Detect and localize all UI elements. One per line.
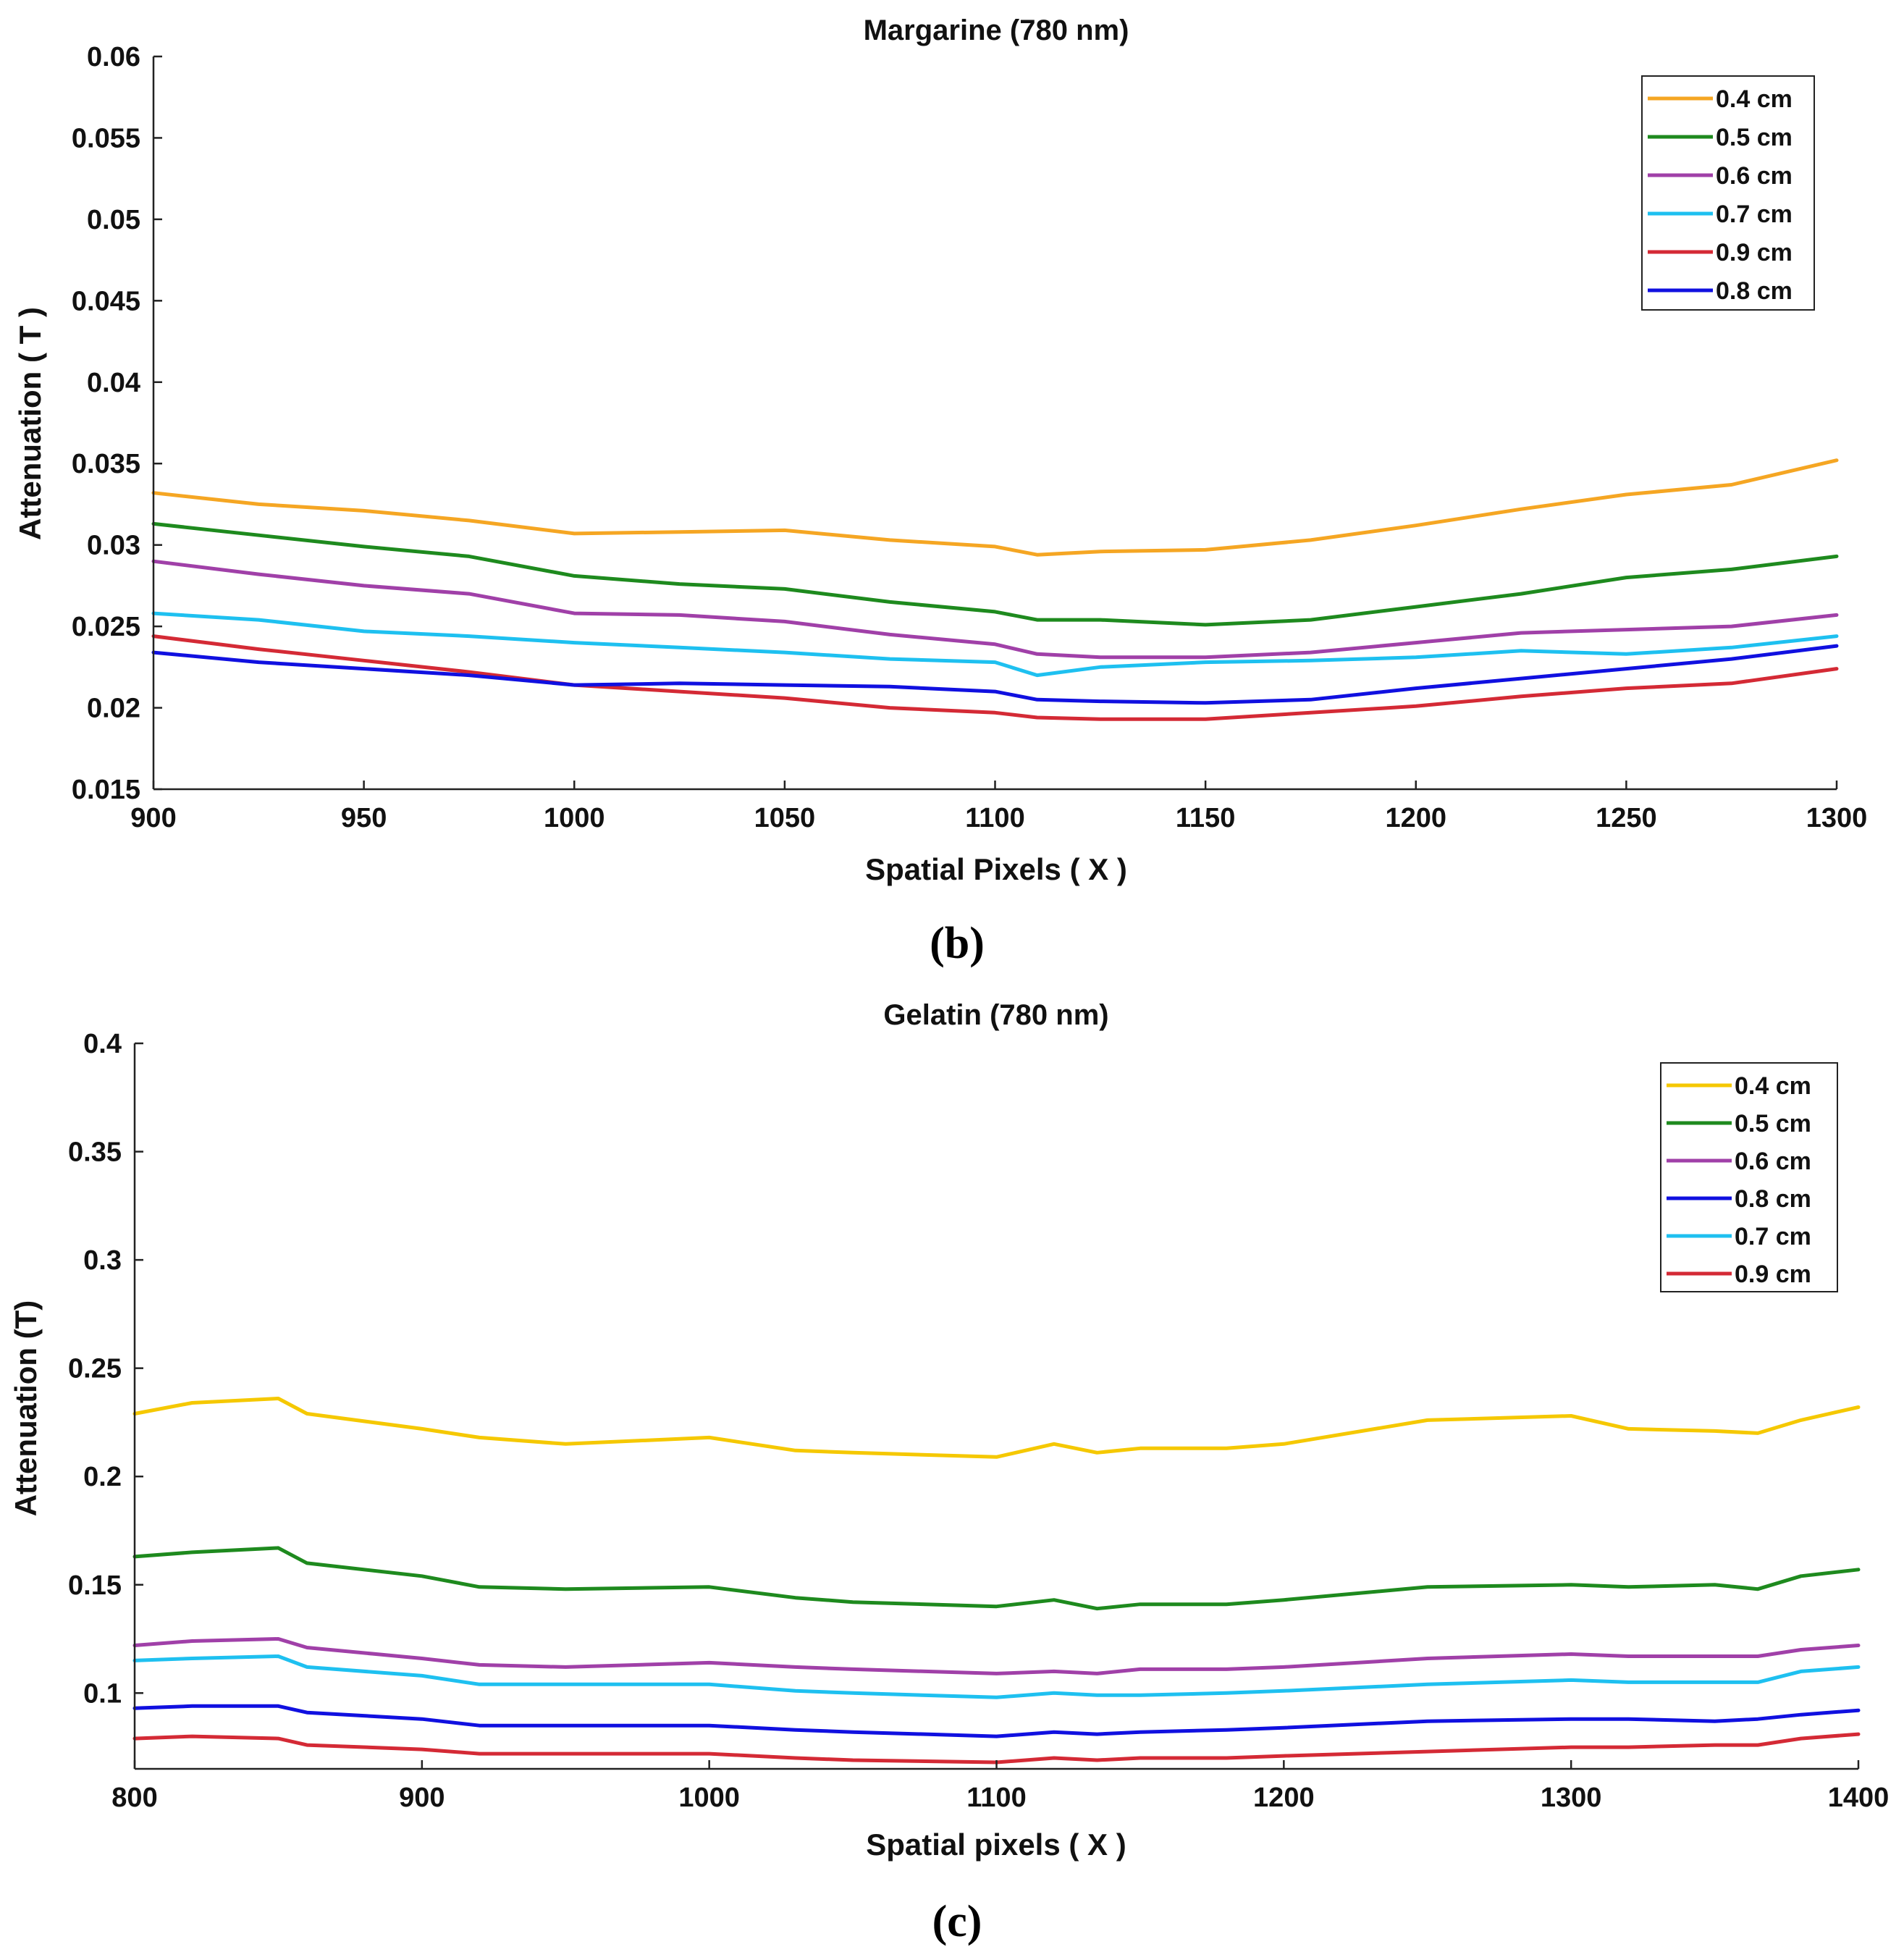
series-line-0-9-cm bbox=[151, 634, 1839, 721]
legend-label: 0.4 cm bbox=[1735, 1072, 1811, 1100]
x-axis-label: Spatial pixels ( X ) bbox=[866, 1827, 1126, 1862]
legend-label: 0.6 cm bbox=[1716, 162, 1793, 190]
x-tick-label: 1000 bbox=[544, 803, 605, 833]
series-line-0-7-cm bbox=[132, 1654, 1861, 1699]
x-tick-label: 950 bbox=[341, 803, 387, 833]
legend-label: 0.9 cm bbox=[1716, 239, 1793, 266]
y-tick-label: 0.035 bbox=[72, 449, 140, 479]
chart-title: Margarine (780 nm) bbox=[864, 14, 1129, 46]
series-line-0-8-cm bbox=[151, 644, 1839, 705]
x-axis-label: Spatial Pixels ( X ) bbox=[865, 852, 1127, 886]
x-tick-label: 1000 bbox=[678, 1783, 740, 1813]
panel-caption: (b) bbox=[930, 919, 985, 968]
legend-box bbox=[1641, 75, 1815, 311]
y-tick-label: 0.02 bbox=[87, 694, 140, 724]
y-tick-label: 0.15 bbox=[68, 1570, 122, 1601]
y-tick-label: 0.1 bbox=[83, 1678, 122, 1709]
chart-margarine: Margarine (780 nm) 900 950 1000 1050 1100 115… bbox=[13, 14, 1867, 968]
y-tick-label: 0.05 bbox=[87, 205, 140, 235]
legend-label: 0.8 cm bbox=[1716, 277, 1793, 305]
y-tick-label: 0.3 bbox=[83, 1245, 122, 1276]
panel-caption: (c) bbox=[932, 1897, 982, 1946]
legend-label: 0.7 cm bbox=[1735, 1223, 1811, 1250]
y-tick-label: 0.4 bbox=[83, 1029, 122, 1059]
y-tick-label: 0.25 bbox=[68, 1354, 122, 1384]
x-tick-label: 900 bbox=[130, 803, 176, 833]
x-tick-label: 1300 bbox=[1541, 1783, 1602, 1813]
x-tick-label: 1100 bbox=[965, 803, 1024, 833]
y-tick-label: 0.2 bbox=[83, 1462, 122, 1492]
legend-label: 0.7 cm bbox=[1716, 201, 1793, 228]
legend-label: 0.8 cm bbox=[1735, 1185, 1811, 1213]
legend-label: 0.6 cm bbox=[1735, 1148, 1811, 1175]
x-tick-label: 1150 bbox=[1176, 803, 1235, 833]
x-tick-label: 900 bbox=[399, 1783, 445, 1813]
x-tick-label: 1200 bbox=[1385, 803, 1446, 833]
legend-label: 0.4 cm bbox=[1716, 85, 1793, 113]
legend-box bbox=[1660, 1062, 1838, 1292]
series-line-0-8-cm bbox=[132, 1704, 1861, 1738]
y-tick-label: 0.35 bbox=[68, 1137, 122, 1168]
series-line-0-9-cm bbox=[132, 1732, 1861, 1765]
series-line-0-4-cm bbox=[151, 458, 1839, 557]
x-tick-label: 1200 bbox=[1253, 1783, 1315, 1813]
series-line-0-6-cm bbox=[132, 1637, 1861, 1675]
y-tick-label: 0.015 bbox=[72, 775, 140, 805]
legend-label: 0.5 cm bbox=[1716, 124, 1793, 151]
x-tick-label: 1100 bbox=[966, 1783, 1026, 1813]
legend: 0.4 cm 0.5 cm 0.6 cm 0.8 cm 0.7 cm 0.9 cm bbox=[1660, 1062, 1838, 1292]
series-line-0-4-cm bbox=[132, 1397, 1861, 1459]
series-line-0-6-cm bbox=[151, 559, 1839, 660]
y-tick-label: 0.03 bbox=[87, 531, 140, 561]
y-tick-label: 0.055 bbox=[72, 123, 140, 153]
chart-gelatin: Gelatin (780 nm) 800 900 1000 1100 1200 1300 1… bbox=[9, 999, 1889, 1946]
x-tick-label: 1400 bbox=[1828, 1783, 1890, 1813]
legend-label: 0.9 cm bbox=[1735, 1261, 1811, 1288]
y-tick-label: 0.06 bbox=[87, 42, 140, 72]
legend-label: 0.5 cm bbox=[1735, 1110, 1811, 1137]
chart-title: Gelatin (780 nm) bbox=[883, 999, 1108, 1031]
y-axis-label: Attenuation (T) bbox=[9, 1300, 43, 1517]
x-tick-label: 1050 bbox=[754, 803, 816, 833]
legend: 0.4 cm 0.5 cm 0.6 cm 0.7 cm 0.9 cm 0.8 cm bbox=[1641, 75, 1815, 311]
x-tick-label: 1250 bbox=[1596, 803, 1657, 833]
series-line-0-5-cm bbox=[132, 1546, 1861, 1611]
y-tick-label: 0.04 bbox=[87, 368, 140, 398]
y-tick-label: 0.025 bbox=[72, 612, 140, 642]
x-tick-label: 800 bbox=[111, 1783, 157, 1813]
series-line-0-7-cm bbox=[151, 611, 1839, 678]
y-tick-label: 0.045 bbox=[72, 286, 140, 316]
series-line-0-5-cm bbox=[151, 521, 1839, 627]
x-tick-label: 1300 bbox=[1806, 803, 1868, 833]
y-axis-label: Attenuation ( T ) bbox=[13, 307, 47, 540]
